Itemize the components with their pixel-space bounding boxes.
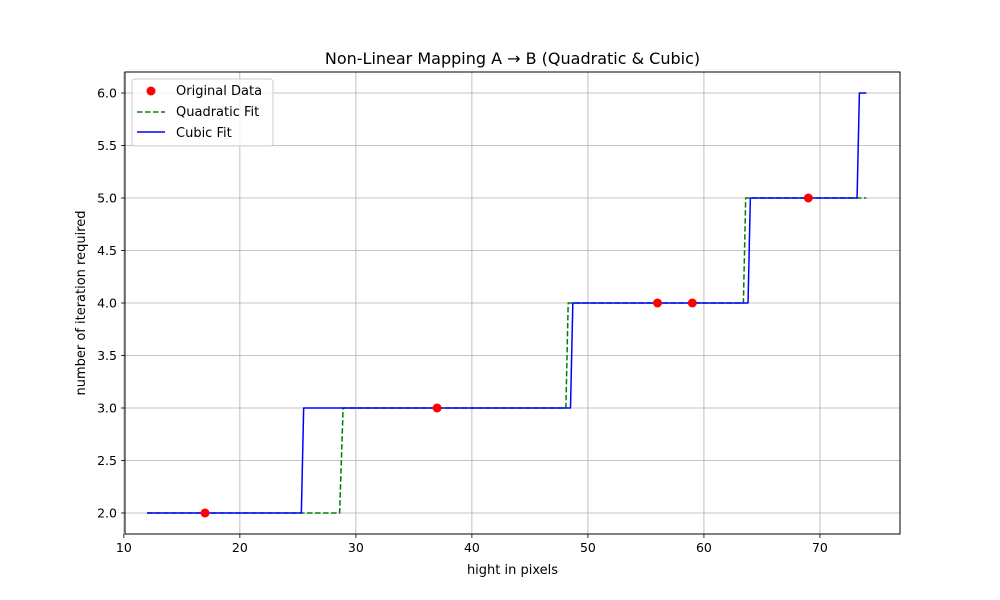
original-data-point: [653, 298, 663, 308]
y-tick-label: 4.5: [97, 243, 117, 258]
y-tick-label: 2.5: [97, 453, 117, 468]
original-data-point: [687, 298, 697, 308]
ticks: 10 20 30 40 50 60 70 2.0 2.5 3.0 3.5 4.0 4.5 5.0 5.5 6.…: [97, 86, 828, 556]
y-tick-label: 6.0: [97, 86, 117, 101]
x-axis-label: hight in pixels: [467, 563, 558, 578]
y-tick-label: 3.0: [97, 401, 117, 416]
legend-label-original-data: Original Data: [176, 84, 262, 99]
original-data-point: [432, 403, 442, 413]
legend-box: [131, 78, 274, 147]
y-tick-label: 5.0: [97, 191, 117, 206]
x-tick-label: 70: [812, 540, 828, 555]
x-tick-label: 30: [348, 540, 364, 555]
legend: Original Data Quadratic Fit Cubic Fit: [131, 78, 274, 147]
legend-label-cubic-fit: Cubic Fit: [176, 126, 232, 141]
y-tick-label: 5.5: [97, 138, 117, 153]
y-tick-label: 4.0: [97, 296, 117, 311]
y-tick-label: 3.5: [97, 348, 117, 363]
original-data-point: [803, 193, 813, 203]
legend-marker-original-data: [146, 86, 156, 96]
y-tick-label: 2.0: [97, 506, 117, 521]
original-data-point: [200, 508, 210, 518]
x-tick-label: 40: [464, 540, 480, 555]
x-tick-label: 20: [232, 540, 248, 555]
quadratic-fit-line: [147, 197, 867, 514]
series-layer: [147, 92, 867, 518]
x-tick-label: 10: [116, 540, 132, 555]
x-tick-label: 60: [696, 540, 712, 555]
y-axis-label: number of iteration required: [74, 210, 89, 395]
legend-label-quadratic-fit: Quadratic Fit: [176, 105, 259, 120]
x-tick-label: 50: [580, 540, 596, 555]
chart-title: Non-Linear Mapping A → B (Quadratic & Cu…: [325, 49, 700, 68]
